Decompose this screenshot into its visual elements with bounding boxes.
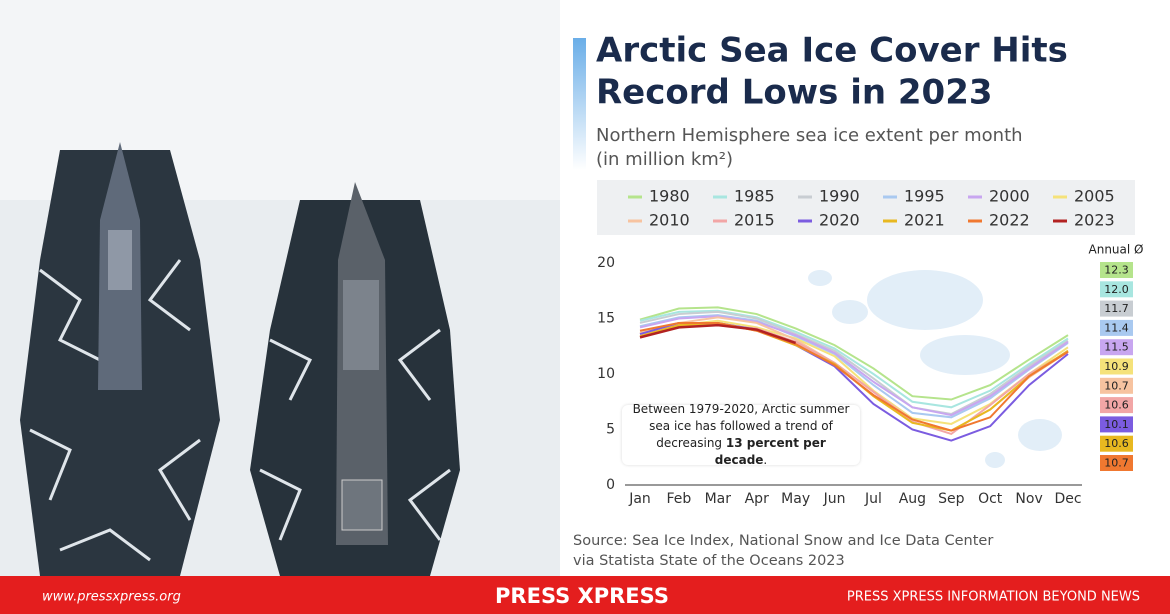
chart-title: Arctic Sea Ice Cover Hits xyxy=(596,31,1068,71)
x-tick-label: May xyxy=(781,491,810,507)
annotation-part: . xyxy=(763,453,768,467)
x-tick-label: Dec xyxy=(1054,491,1081,507)
legend-box xyxy=(597,180,1135,235)
series-line xyxy=(639,314,1069,419)
x-tick-label: Apr xyxy=(745,491,769,507)
y-tick-label: 15 xyxy=(597,311,615,327)
footer-website: www.pressxpress.org xyxy=(42,590,181,605)
legend-label: 2023 xyxy=(1074,211,1115,230)
annual-label: 10.9 xyxy=(1104,360,1129,373)
title-accent xyxy=(573,38,586,170)
y-tick-label: 20 xyxy=(597,255,615,271)
annual-box xyxy=(1100,339,1133,356)
legend-label: 2022 xyxy=(989,211,1030,230)
series-line xyxy=(639,315,1069,417)
annual-box xyxy=(1100,319,1133,336)
annual-label: 11.5 xyxy=(1104,341,1129,354)
subtitle: (in million km²) xyxy=(596,149,733,170)
annotation: Between 1979-2020, Arctic summer sea ice… xyxy=(622,402,860,467)
footer-tagline: PRESS XPRESS INFORMATION BEYOND NEWS xyxy=(847,590,1140,605)
annual-label: 12.0 xyxy=(1104,283,1129,296)
legend-label: 1995 xyxy=(904,187,945,206)
legend-label: 2000 xyxy=(989,187,1030,206)
subtitle: Northern Hemisphere sea ice extent per m… xyxy=(596,125,1023,146)
legend-label: 1980 xyxy=(649,187,690,206)
series-line xyxy=(639,309,1069,409)
annotation-emphasis: 13 percent per decade xyxy=(714,436,826,467)
y-tick-label: 10 xyxy=(597,366,615,382)
x-tick-label: Jul xyxy=(864,491,882,507)
annual-box xyxy=(1100,300,1133,317)
annotation-text: Between 1979-2020, Arctic summer sea ice… xyxy=(628,401,854,469)
annual-box xyxy=(1100,435,1133,452)
annual-label: 11.7 xyxy=(1104,302,1129,315)
x-tick-label: Nov xyxy=(1015,491,1042,507)
x-tick-label: Jan xyxy=(628,491,651,507)
source: via Statista State of the Oceans 2023 xyxy=(573,553,845,569)
annual-box xyxy=(1100,358,1133,375)
chart-title: Record Lows in 2023 xyxy=(596,73,993,113)
x-tick-label: Aug xyxy=(899,491,926,507)
series-line xyxy=(639,310,1069,416)
y-tick-label: 5 xyxy=(606,422,615,438)
annual-box xyxy=(1100,281,1133,298)
annual-box xyxy=(1100,397,1133,414)
annotation-part: Between 1979-2020, Arctic summer sea ice… xyxy=(632,402,850,450)
x-tick-label: Jun xyxy=(823,491,846,507)
footer-brand: PRESS XPRESS xyxy=(495,584,669,608)
series-line xyxy=(639,323,797,345)
annual-label: 12.3 xyxy=(1104,264,1129,277)
annual-box xyxy=(1100,455,1133,471)
annual-label: 10.6 xyxy=(1104,437,1129,450)
x-tick-label: Mar xyxy=(705,491,732,507)
legend-label: 2021 xyxy=(904,211,945,230)
legend-label: 2020 xyxy=(819,211,860,230)
legend-label: 2015 xyxy=(734,211,775,230)
x-tick-label: Oct xyxy=(978,491,1003,507)
footer-bar xyxy=(0,576,1170,614)
annual-label: 10.7 xyxy=(1104,457,1129,470)
legend-label: 2010 xyxy=(649,211,690,230)
x-tick-label: Feb xyxy=(667,491,692,507)
annual-header: Annual Ø xyxy=(1089,243,1144,257)
legend-label: 1990 xyxy=(819,187,860,206)
series-line xyxy=(639,306,1069,401)
annual-label: 10.7 xyxy=(1104,379,1129,392)
legend-label: 1985 xyxy=(734,187,775,206)
annual-label: 10.1 xyxy=(1104,418,1129,431)
legend-label: 2005 xyxy=(1074,187,1115,206)
series-line xyxy=(639,321,1069,432)
source: Source: Sea Ice Index, National Snow and… xyxy=(573,533,993,549)
x-tick-label: Sep xyxy=(938,491,965,507)
photo xyxy=(0,0,560,576)
annual-label: 10.6 xyxy=(1104,399,1129,412)
annual-box xyxy=(1100,377,1133,394)
annual-box xyxy=(1100,262,1133,278)
ice-floes xyxy=(808,270,1062,468)
annual-box xyxy=(1100,416,1133,433)
y-tick-label: 0 xyxy=(606,477,615,493)
annual-label: 11.4 xyxy=(1104,321,1129,334)
